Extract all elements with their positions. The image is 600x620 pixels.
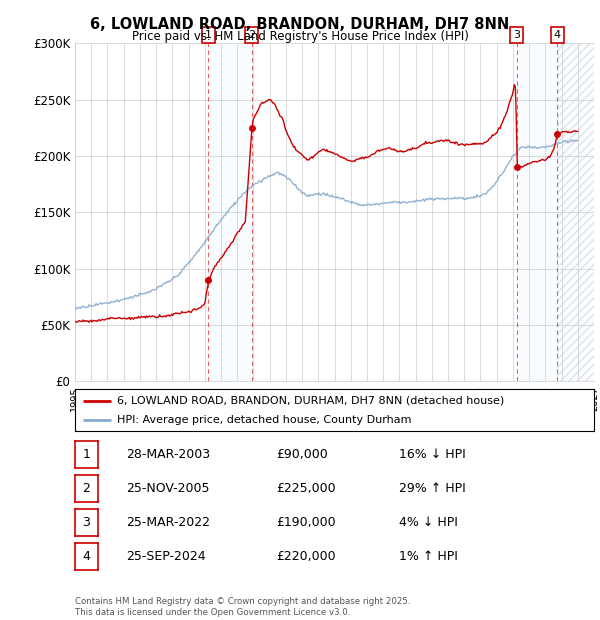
Text: £90,000: £90,000 — [276, 448, 328, 461]
Text: Price paid vs. HM Land Registry's House Price Index (HPI): Price paid vs. HM Land Registry's House … — [131, 30, 469, 43]
Bar — [557, 43, 594, 381]
Text: 4: 4 — [82, 550, 91, 563]
Text: 1: 1 — [82, 448, 91, 461]
Text: 4% ↓ HPI: 4% ↓ HPI — [399, 516, 458, 529]
Text: 4: 4 — [554, 30, 561, 40]
Text: Contains HM Land Registry data © Crown copyright and database right 2025.
This d: Contains HM Land Registry data © Crown c… — [75, 598, 410, 617]
Text: 29% ↑ HPI: 29% ↑ HPI — [399, 482, 466, 495]
Text: 2: 2 — [82, 482, 91, 495]
Text: £220,000: £220,000 — [276, 550, 335, 563]
Text: 25-MAR-2022: 25-MAR-2022 — [126, 516, 210, 529]
Text: 28-MAR-2003: 28-MAR-2003 — [126, 448, 210, 461]
Text: 1% ↑ HPI: 1% ↑ HPI — [399, 550, 458, 563]
Text: 6, LOWLAND ROAD, BRANDON, DURHAM, DH7 8NN: 6, LOWLAND ROAD, BRANDON, DURHAM, DH7 8N… — [91, 17, 509, 32]
Text: £225,000: £225,000 — [276, 482, 335, 495]
Text: 25-NOV-2005: 25-NOV-2005 — [126, 482, 209, 495]
Text: £190,000: £190,000 — [276, 516, 335, 529]
Text: HPI: Average price, detached house, County Durham: HPI: Average price, detached house, Coun… — [116, 415, 411, 425]
Text: 3: 3 — [82, 516, 91, 529]
Bar — [557, 43, 594, 381]
Bar — [208, 43, 252, 381]
Text: 6, LOWLAND ROAD, BRANDON, DURHAM, DH7 8NN (detached house): 6, LOWLAND ROAD, BRANDON, DURHAM, DH7 8N… — [116, 396, 504, 405]
Text: 16% ↓ HPI: 16% ↓ HPI — [399, 448, 466, 461]
Text: 1: 1 — [205, 30, 212, 40]
Text: 25-SEP-2024: 25-SEP-2024 — [126, 550, 206, 563]
Bar — [517, 43, 557, 381]
Text: 3: 3 — [513, 30, 520, 40]
Text: 2: 2 — [248, 30, 256, 40]
